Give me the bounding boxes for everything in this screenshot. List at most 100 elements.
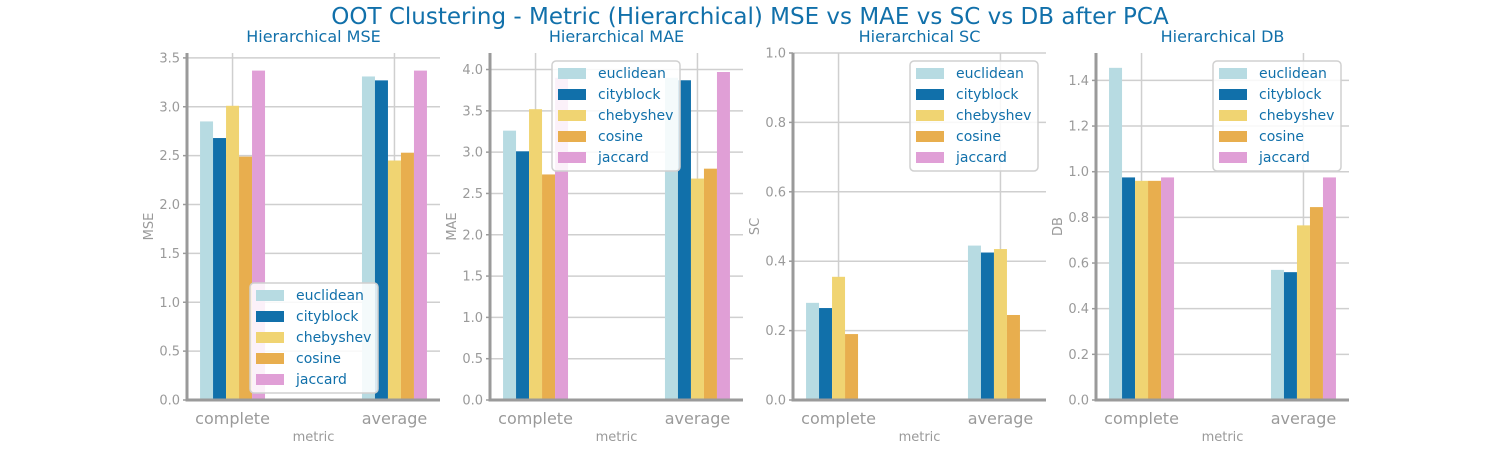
legend: euclidean cityblock chebyshev cosine jaccard — [909, 60, 1039, 172]
figure-title: OOT Clustering - Metric (Hierarchical) M… — [331, 4, 1169, 30]
bar-jaccard-average — [413, 70, 427, 401]
legend-box — [551, 60, 681, 172]
legend-label-cosine: cosine — [956, 129, 1001, 145]
legend-swatch-cityblock — [256, 311, 284, 322]
y-tick-label: 4.0 — [462, 63, 483, 78]
y-tick-label: 0.4 — [1068, 302, 1089, 317]
bar-euclidean-average — [1270, 269, 1284, 400]
chart-title: Hierarchical MAE — [549, 27, 684, 46]
bar-euclidean-average — [967, 245, 981, 400]
y-tick-label: 0.0 — [1068, 394, 1089, 409]
bar-cosine-complete — [542, 174, 556, 400]
x-tick-label-average: average — [1271, 409, 1337, 428]
legend-box — [909, 60, 1039, 172]
bar-cosine-average — [400, 152, 414, 400]
legend-swatch-jaccard — [916, 152, 944, 163]
legend-label-cosine: cosine — [1259, 129, 1304, 145]
legend-label-chebyshev: chebyshev — [1259, 108, 1334, 124]
bar-euclidean-complete — [503, 130, 517, 400]
chart-title: Hierarchical DB — [1161, 27, 1285, 46]
x-axis-label: metric — [596, 430, 638, 445]
y-tick-label: 2.5 — [462, 187, 483, 202]
legend-box — [249, 282, 379, 394]
legend-box — [1212, 60, 1342, 172]
legend-label-euclidean: euclidean — [956, 66, 1024, 82]
legend-label-chebyshev: chebyshev — [296, 330, 371, 346]
bar-jaccard-average — [716, 72, 730, 400]
bar-cityblock-average — [980, 252, 994, 400]
legend-label-cityblock: cityblock — [956, 87, 1019, 103]
bar-chebyshev-complete — [1135, 180, 1149, 400]
y-tick-label: 2.0 — [159, 198, 180, 213]
y-tick-label: 0.4 — [765, 255, 786, 270]
bar-jaccard-complete — [1161, 177, 1175, 400]
legend-swatch-chebyshev — [558, 110, 586, 121]
legend-label-cityblock: cityblock — [598, 87, 661, 103]
y-axis-label: SC — [748, 218, 763, 235]
bar-cosine-average — [1006, 314, 1020, 400]
bar-chebyshev-average — [387, 160, 401, 400]
bar-chebyshev-average — [1296, 225, 1310, 400]
y-tick-label: 0.2 — [765, 324, 786, 339]
bar-jaccard-average — [1322, 177, 1336, 400]
bar-cityblock-complete — [516, 151, 530, 400]
y-tick-label: 0.6 — [1068, 257, 1089, 272]
legend: euclidean cityblock chebyshev cosine jaccard — [249, 282, 379, 394]
y-tick-label: 1.5 — [462, 270, 483, 285]
y-tick-label: 3.0 — [462, 146, 483, 161]
x-tick-label-average: average — [968, 409, 1034, 428]
legend-swatch-chebyshev — [1219, 110, 1247, 121]
y-tick-label: 1.0 — [1068, 165, 1089, 180]
y-axis-label: MSE — [142, 213, 157, 241]
legend-swatch-euclidean — [1219, 68, 1247, 79]
bar-cosine-average — [1309, 207, 1323, 400]
y-tick-label: 2.0 — [462, 228, 483, 243]
legend-label-chebyshev: chebyshev — [956, 108, 1031, 124]
legend-label-cityblock: cityblock — [1259, 87, 1322, 103]
y-tick-label: 0.8 — [1068, 211, 1089, 226]
chart-panel-3: 0.0 0.2 0.4 0.6 0.8 1.0 complete average metric S… — [748, 27, 1046, 445]
x-tick-label-complete: complete — [1104, 409, 1179, 428]
bar-chebyshev-complete — [832, 276, 846, 400]
y-tick-label: 1.4 — [1068, 74, 1089, 89]
chart-title: Hierarchical MSE — [246, 27, 381, 46]
legend-label-euclidean: euclidean — [296, 288, 364, 304]
y-tick-label: 3.5 — [462, 104, 483, 119]
legend-label-euclidean: euclidean — [598, 66, 666, 82]
bar-chebyshev-average — [993, 249, 1007, 400]
chart-title: Hierarchical SC — [859, 27, 981, 46]
bar-euclidean-complete — [200, 121, 214, 400]
bar-cityblock-complete — [213, 138, 227, 401]
x-tick-label-complete: complete — [195, 409, 270, 428]
legend-swatch-jaccard — [1219, 152, 1247, 163]
legend-swatch-cosine — [558, 131, 586, 142]
legend-swatch-chebyshev — [916, 110, 944, 121]
legend-swatch-jaccard — [558, 152, 586, 163]
bar-cityblock-average — [1283, 272, 1297, 400]
legend-label-jaccard: jaccard — [295, 372, 347, 388]
y-tick-label: 0.0 — [462, 394, 483, 409]
y-tick-label: 0.5 — [159, 345, 180, 360]
bar-cityblock-average — [677, 80, 691, 400]
y-tick-label: 1.0 — [159, 296, 180, 311]
y-tick-label: 1.0 — [765, 47, 786, 62]
y-tick-label: 0.2 — [1068, 348, 1089, 363]
y-axis-label: MAE — [445, 212, 460, 240]
y-axis-label: DB — [1051, 217, 1066, 236]
y-tick-label: 1.2 — [1068, 120, 1089, 135]
legend: euclidean cityblock chebyshev cosine jaccard — [1212, 60, 1342, 172]
y-tick-label: 3.0 — [159, 100, 180, 115]
bar-cityblock-complete — [819, 308, 833, 400]
bar-cosine-complete — [239, 156, 253, 400]
legend-swatch-cityblock — [1219, 89, 1247, 100]
x-tick-label-complete: complete — [498, 409, 573, 428]
legend-label-cityblock: cityblock — [296, 309, 359, 325]
bar-cosine-complete — [845, 334, 859, 400]
y-tick-label: 0.0 — [159, 394, 180, 409]
legend-swatch-cosine — [256, 353, 284, 364]
legend-swatch-cosine — [1219, 131, 1247, 142]
y-tick-label: 1.5 — [159, 247, 180, 262]
y-tick-label: 0.0 — [765, 394, 786, 409]
x-tick-label-average: average — [665, 409, 731, 428]
